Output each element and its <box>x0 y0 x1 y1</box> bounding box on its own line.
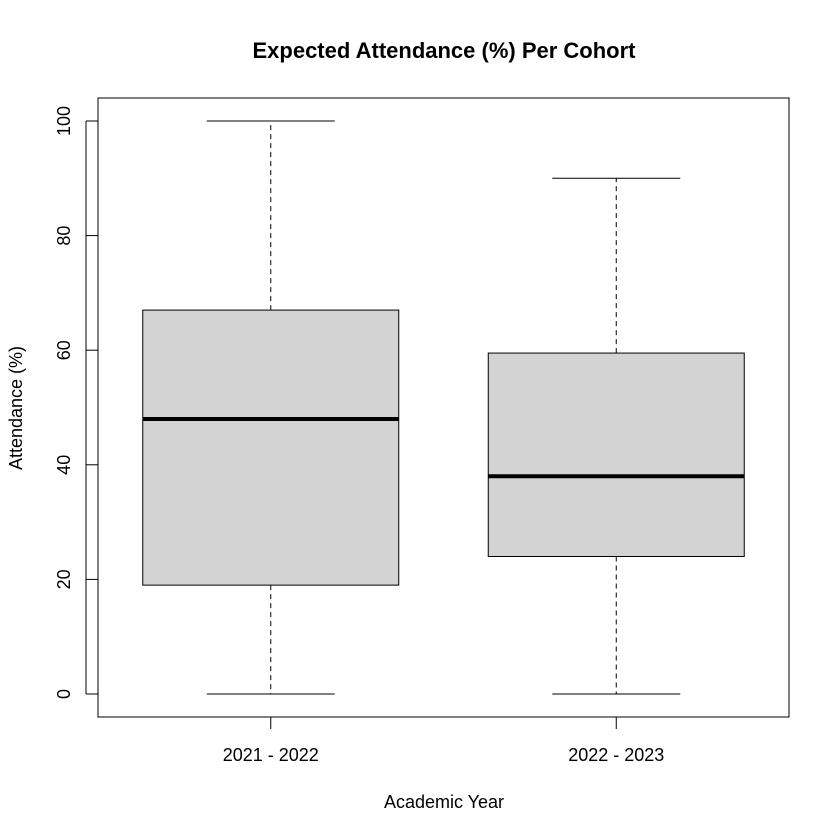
box-1 <box>142 120 400 695</box>
x-tick-label: 2022 - 2023 <box>568 745 664 765</box>
iqr-box <box>487 352 745 557</box>
y-tick-label: 100 <box>54 106 74 136</box>
iqr-box <box>142 309 400 586</box>
plot-frame <box>97 97 790 718</box>
x-axis: 2021 - 2022 2022 - 2023 <box>223 717 664 765</box>
y-tick-label: 20 <box>54 569 74 589</box>
boxes-group <box>142 120 745 695</box>
y-tick-label: 80 <box>54 226 74 246</box>
y-axis: 0 20 40 60 80 100 <box>54 106 98 699</box>
box-2 <box>487 177 745 695</box>
y-axis-label: Attendance (%) <box>6 346 26 470</box>
y-tick-label: 40 <box>54 455 74 475</box>
chart-title: Expected Attendance (%) Per Cohort <box>252 38 636 63</box>
y-tick-label: 60 <box>54 340 74 360</box>
y-tick-label: 0 <box>54 689 74 699</box>
x-tick-label: 2021 - 2022 <box>223 745 319 765</box>
x-axis-label: Academic Year <box>384 792 504 812</box>
